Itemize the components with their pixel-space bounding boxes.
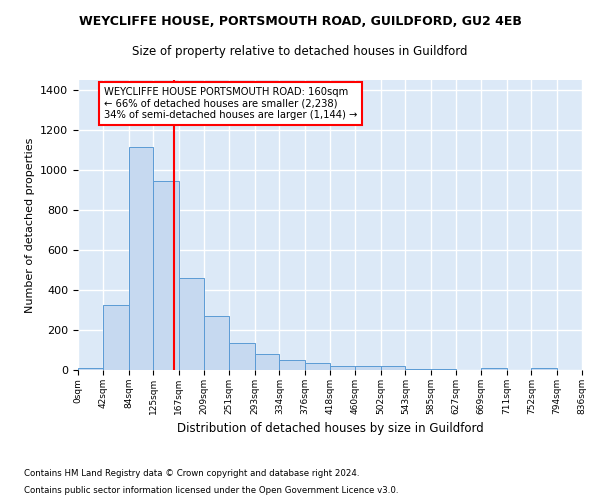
- Bar: [179, 278, 204, 370]
- Text: Contains public sector information licensed under the Open Government Licence v3: Contains public sector information licen…: [24, 486, 398, 495]
- Bar: [481, 368, 506, 370]
- Bar: [406, 369, 431, 370]
- Bar: [78, 368, 103, 370]
- Y-axis label: Number of detached properties: Number of detached properties: [25, 138, 35, 312]
- Bar: [280, 360, 305, 370]
- Text: WEYCLIFFE HOUSE, PORTSMOUTH ROAD, GUILDFORD, GU2 4EB: WEYCLIFFE HOUSE, PORTSMOUTH ROAD, GUILDF…: [79, 15, 521, 28]
- X-axis label: Distribution of detached houses by size in Guildford: Distribution of detached houses by size …: [176, 422, 484, 436]
- Bar: [154, 181, 179, 370]
- Text: Contains HM Land Registry data © Crown copyright and database right 2024.: Contains HM Land Registry data © Crown c…: [24, 468, 359, 477]
- Text: Size of property relative to detached houses in Guildford: Size of property relative to detached ho…: [132, 45, 468, 58]
- Bar: [431, 369, 456, 370]
- Bar: [254, 354, 280, 370]
- Bar: [330, 366, 355, 370]
- Bar: [103, 305, 128, 370]
- Bar: [532, 368, 557, 370]
- Bar: [204, 316, 229, 370]
- Bar: [380, 366, 406, 370]
- Bar: [355, 366, 380, 370]
- Bar: [229, 343, 254, 370]
- Text: WEYCLIFFE HOUSE PORTSMOUTH ROAD: 160sqm
← 66% of detached houses are smaller (2,: WEYCLIFFE HOUSE PORTSMOUTH ROAD: 160sqm …: [104, 87, 357, 120]
- Bar: [128, 147, 154, 370]
- Bar: [305, 363, 330, 370]
